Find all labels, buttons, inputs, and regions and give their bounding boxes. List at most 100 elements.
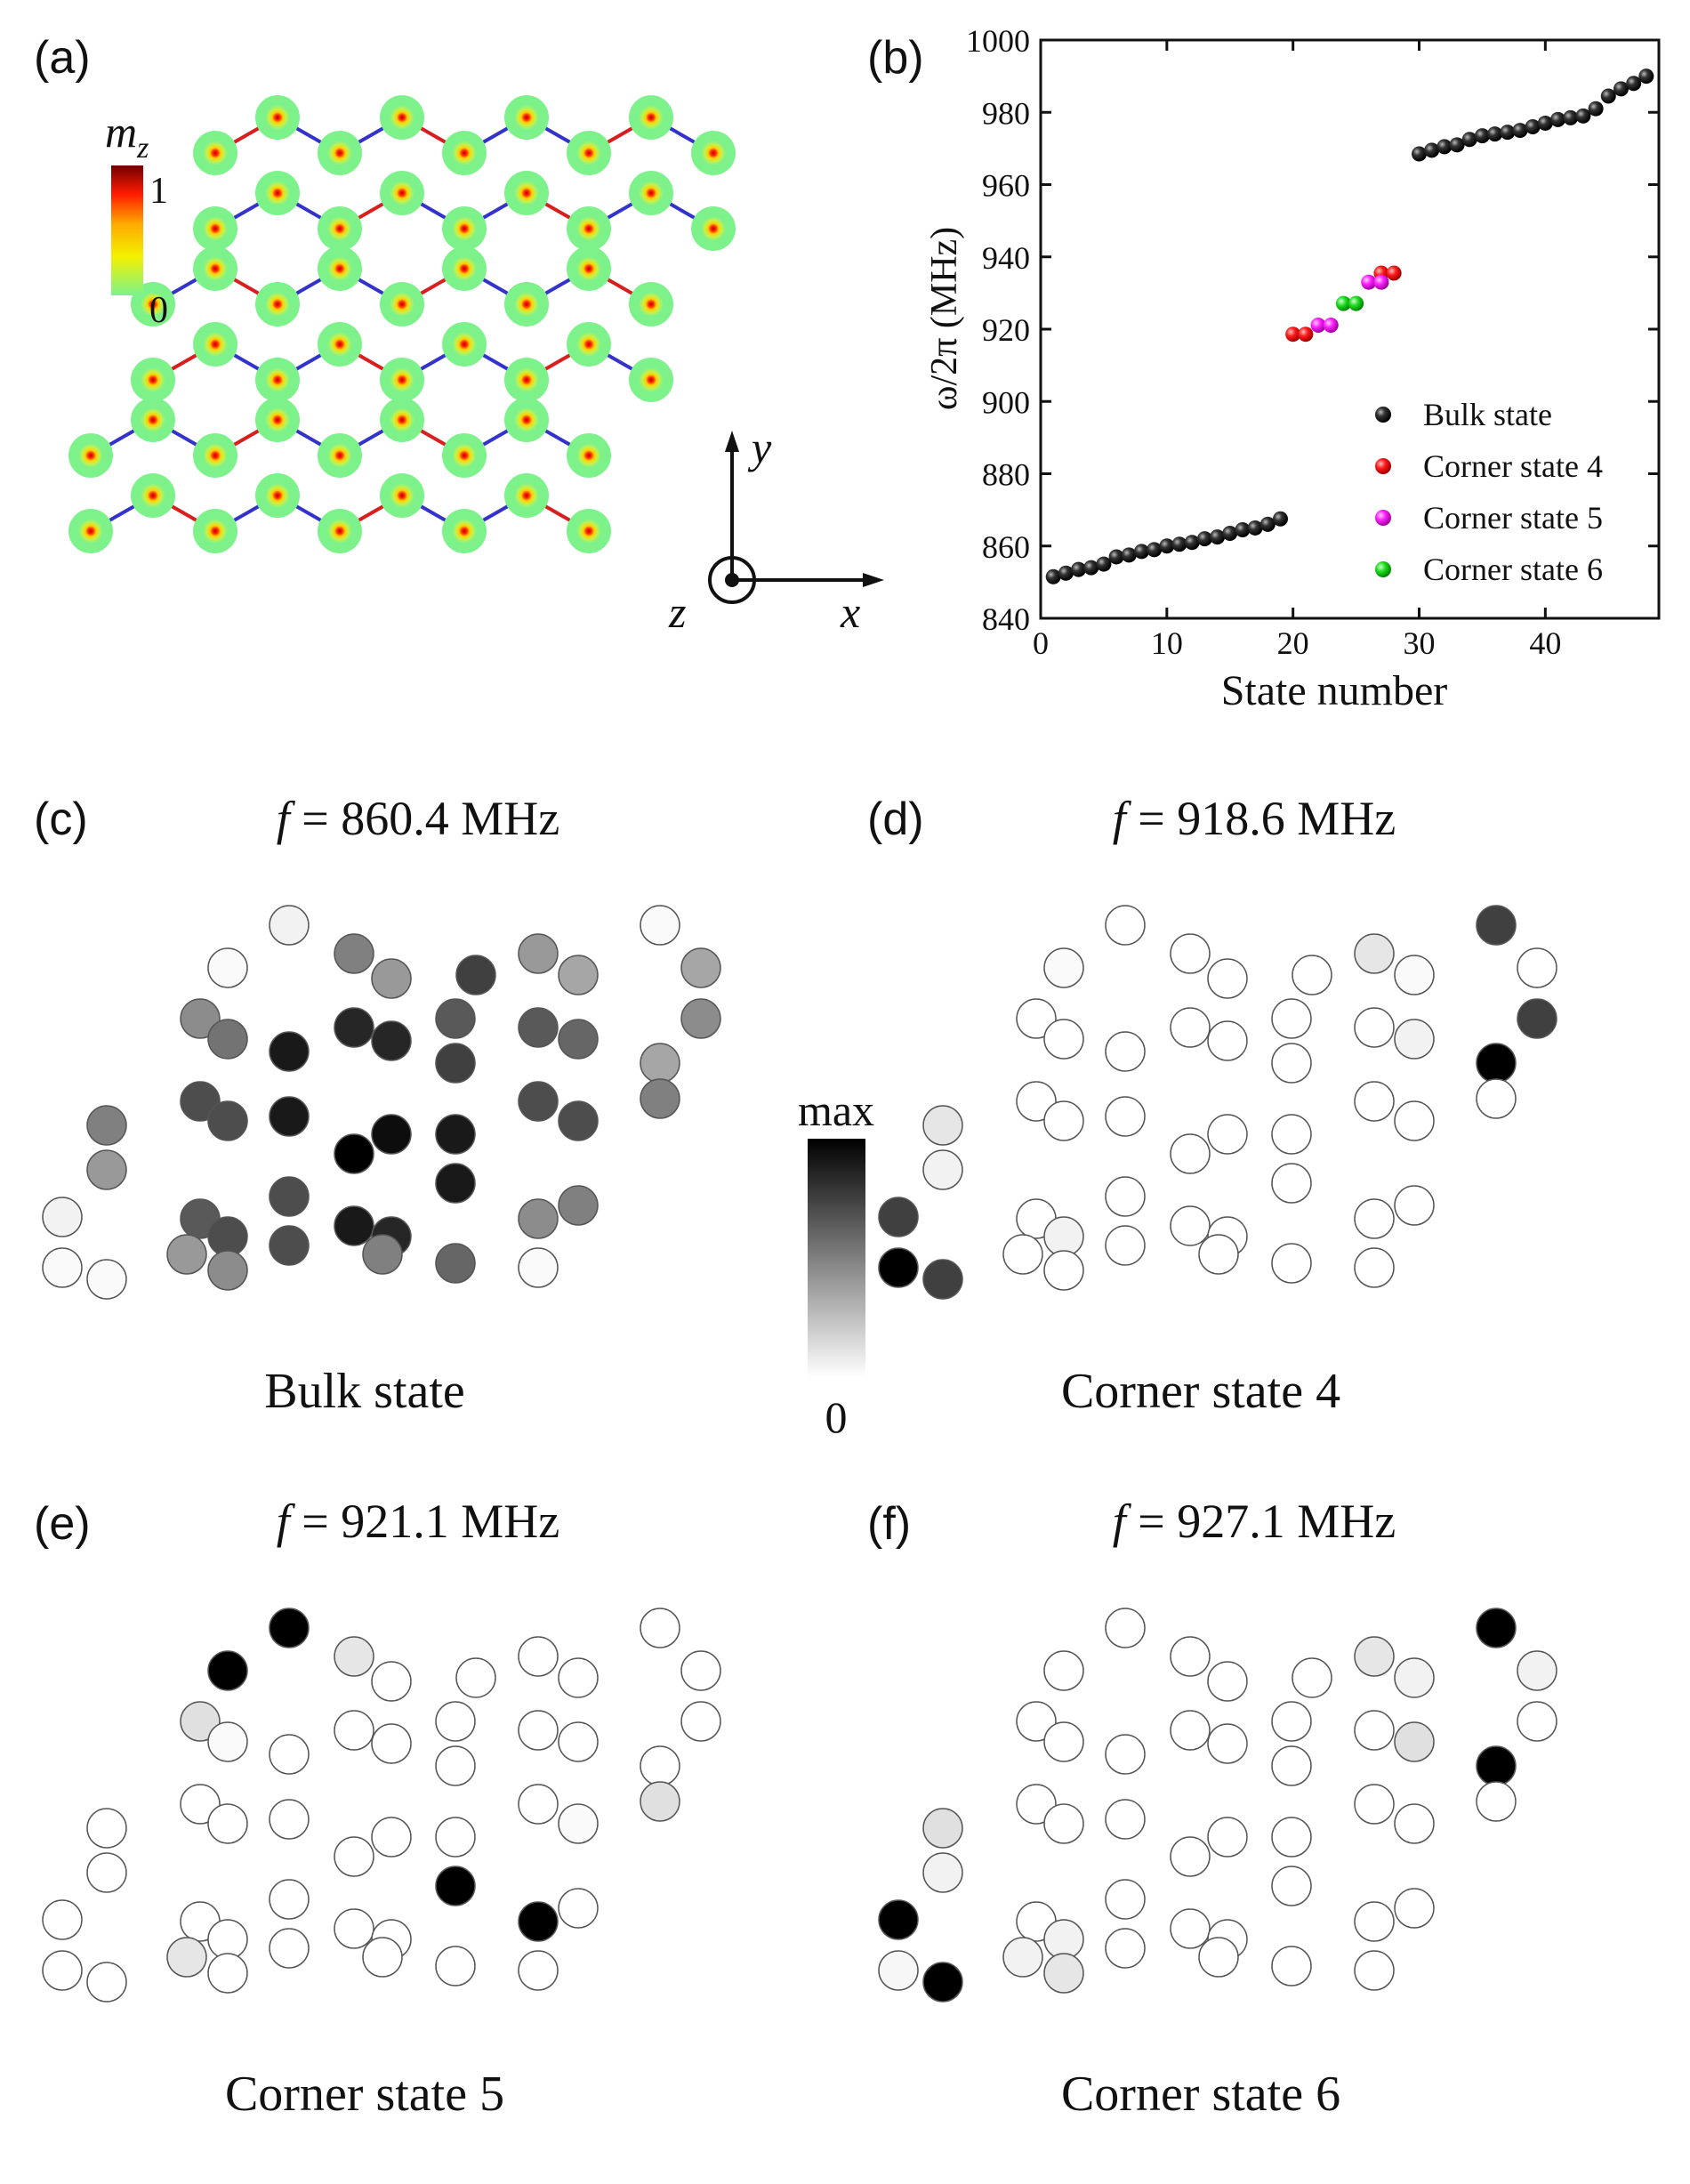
map-site: [435, 1701, 476, 1742]
data-point: [1133, 544, 1149, 560]
map-site: [922, 1962, 963, 2003]
map-caption: Corner state 5: [225, 2067, 504, 2122]
map-site: [371, 1020, 412, 1061]
legend-marker: [1375, 407, 1391, 423]
map-site: [371, 1817, 412, 1858]
data-point: [1563, 109, 1579, 125]
map-site: [334, 1710, 374, 1751]
map-panel-d: f = 918.6 MHz Corner state 4: [878, 792, 1557, 1419]
data-point: [1613, 81, 1629, 97]
mz-colorbar-label: mz: [105, 107, 149, 165]
lattice-site: [442, 246, 487, 291]
map-site: [1394, 1657, 1435, 1698]
lattice-site: [504, 282, 549, 326]
map-site: [455, 955, 496, 995]
lattice-site: [567, 509, 611, 553]
y-tick-label: 920: [982, 312, 1030, 348]
map-site: [1394, 1185, 1435, 1226]
data-point: [1600, 88, 1616, 104]
data-point: [1196, 531, 1212, 547]
map-site: [1198, 1937, 1239, 1978]
map-site: [371, 958, 412, 999]
lattice-site: [629, 171, 673, 215]
lattice-site: [380, 282, 424, 326]
map-site: [269, 1096, 310, 1137]
lattice-site: [691, 131, 736, 175]
map-site: [1170, 1908, 1211, 1949]
data-point: [1096, 556, 1112, 572]
data-point: [1210, 529, 1226, 545]
mode-maps: f = 860.4 MHz Bulk state f = 918.6 MHz Corn…: [42, 792, 1557, 2122]
map-site: [269, 1799, 310, 1840]
map-site: [1043, 947, 1084, 988]
map-site: [518, 1081, 559, 1122]
map-panel-f: f = 927.1 MHz Corner state 6: [878, 1495, 1557, 2122]
map-site: [1271, 998, 1312, 1039]
honeycomb-lattice: [68, 95, 736, 553]
data-point: [1412, 146, 1428, 162]
chart-axes: 840 860 880 900 920 940 960 980 1000 0 10 20 30 40: [966, 23, 1661, 661]
lattice-site: [442, 131, 487, 175]
axis-label-z: z: [668, 587, 686, 637]
map-site: [1354, 933, 1395, 974]
map-site: [1043, 1100, 1084, 1141]
map-site: [166, 1937, 207, 1978]
map-site: [334, 1205, 374, 1246]
map-site: [1105, 1096, 1146, 1137]
legend-label: Corner state 6: [1423, 552, 1603, 587]
map-site: [640, 1608, 680, 1648]
map-site: [1043, 1250, 1084, 1291]
map-site: [207, 1953, 248, 1994]
map-site: [269, 1176, 310, 1217]
data-point: [1285, 326, 1301, 343]
map-site: [922, 1149, 963, 1190]
data-point: [1361, 274, 1377, 290]
map-site: [1271, 1745, 1312, 1786]
data-point: [1424, 142, 1440, 158]
map-site: [1002, 1937, 1043, 1978]
map-site: [1016, 1701, 1057, 1742]
map-site: [558, 1657, 599, 1698]
lattice-site: [504, 398, 549, 442]
lattice-site: [131, 473, 175, 518]
data-point: [1436, 139, 1453, 155]
map-site: [334, 1636, 374, 1677]
map-site: [207, 1250, 248, 1291]
lattice-site: [629, 282, 673, 326]
map-site: [1105, 1879, 1146, 1920]
lattice-site: [504, 171, 549, 215]
map-site: [680, 1701, 721, 1742]
map-site: [269, 1879, 310, 1920]
data-point: [1108, 549, 1124, 565]
map-panel-c: f = 860.4 MHz Bulk state: [42, 792, 721, 1419]
map-site: [1354, 1950, 1395, 1991]
lattice-site: [318, 509, 362, 553]
lattice-site: [131, 398, 175, 442]
coordinate-axes: [708, 431, 884, 604]
lattice-site: [318, 246, 362, 291]
map-site: [1292, 1657, 1332, 1698]
lattice-site: [380, 358, 424, 402]
map-site: [1016, 998, 1057, 1039]
map-site: [371, 1661, 412, 1702]
map-site: [1517, 998, 1557, 1039]
mz-colorbar-max: 1: [149, 171, 168, 212]
data-point: [1272, 511, 1288, 527]
map-site: [922, 1105, 963, 1146]
lattice-site: [255, 95, 300, 140]
data-point: [1298, 326, 1314, 343]
map-site: [207, 1100, 248, 1141]
lattice-site: [255, 473, 300, 518]
map-site: [334, 1836, 374, 1877]
map-site: [640, 1781, 680, 1822]
data-point: [1500, 125, 1516, 141]
map-site: [1105, 1608, 1146, 1648]
y-tick-label: 960: [982, 168, 1030, 204]
map-site: [518, 1950, 559, 1991]
data-point: [1235, 521, 1251, 537]
map-site: [518, 1710, 559, 1751]
data-point: [1071, 561, 1087, 577]
map-site: [1207, 1020, 1248, 1061]
map-site: [518, 1784, 559, 1825]
